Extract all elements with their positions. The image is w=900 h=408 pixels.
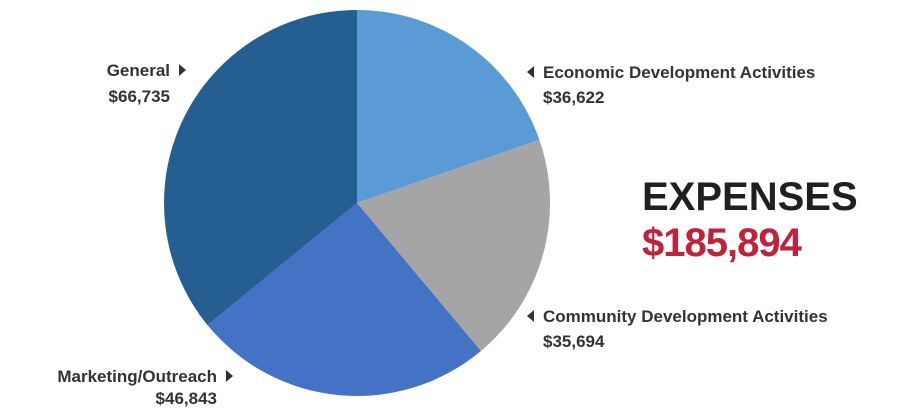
slice-name-economic-development-activities: Economic Development Activities <box>543 63 815 82</box>
label-marketing-outreach: Marketing/Outreach $46,843 <box>57 367 233 408</box>
pie-slices <box>164 10 551 397</box>
slice-value-marketing-outreach: $46,843 <box>156 389 217 408</box>
expenses-total: $185,894 <box>642 221 803 265</box>
expenses-title: EXPENSES <box>642 175 858 219</box>
pie-labels: Economic Development Activities $36,622 Co… <box>57 61 827 408</box>
slice-value-general: $66,735 <box>109 87 170 106</box>
pie-slice-community-development-activities <box>357 139 551 351</box>
slice-name-community-development-activities: Community Development Activities <box>543 307 828 326</box>
pointer-icon <box>226 370 233 382</box>
slice-value-economic-development-activities: $36,622 <box>543 88 604 107</box>
slice-name-general: General <box>107 61 170 80</box>
pointer-icon <box>527 66 534 78</box>
pie-slice-marketing-outreach <box>207 203 481 397</box>
pie-slice-economic-development-activities <box>357 10 540 203</box>
slice-value-community-development-activities: $35,694 <box>543 332 605 351</box>
slice-name-marketing-outreach: Marketing/Outreach <box>57 367 217 386</box>
pointer-icon <box>527 310 534 322</box>
label-community-development-activities: Community Development Activities $35,694 <box>527 307 828 351</box>
label-general: General $66,735 <box>107 61 186 106</box>
pointer-icon <box>179 64 186 76</box>
label-economic-development-activities: Economic Development Activities $36,622 <box>527 63 815 107</box>
pie-slice-general <box>164 10 357 326</box>
